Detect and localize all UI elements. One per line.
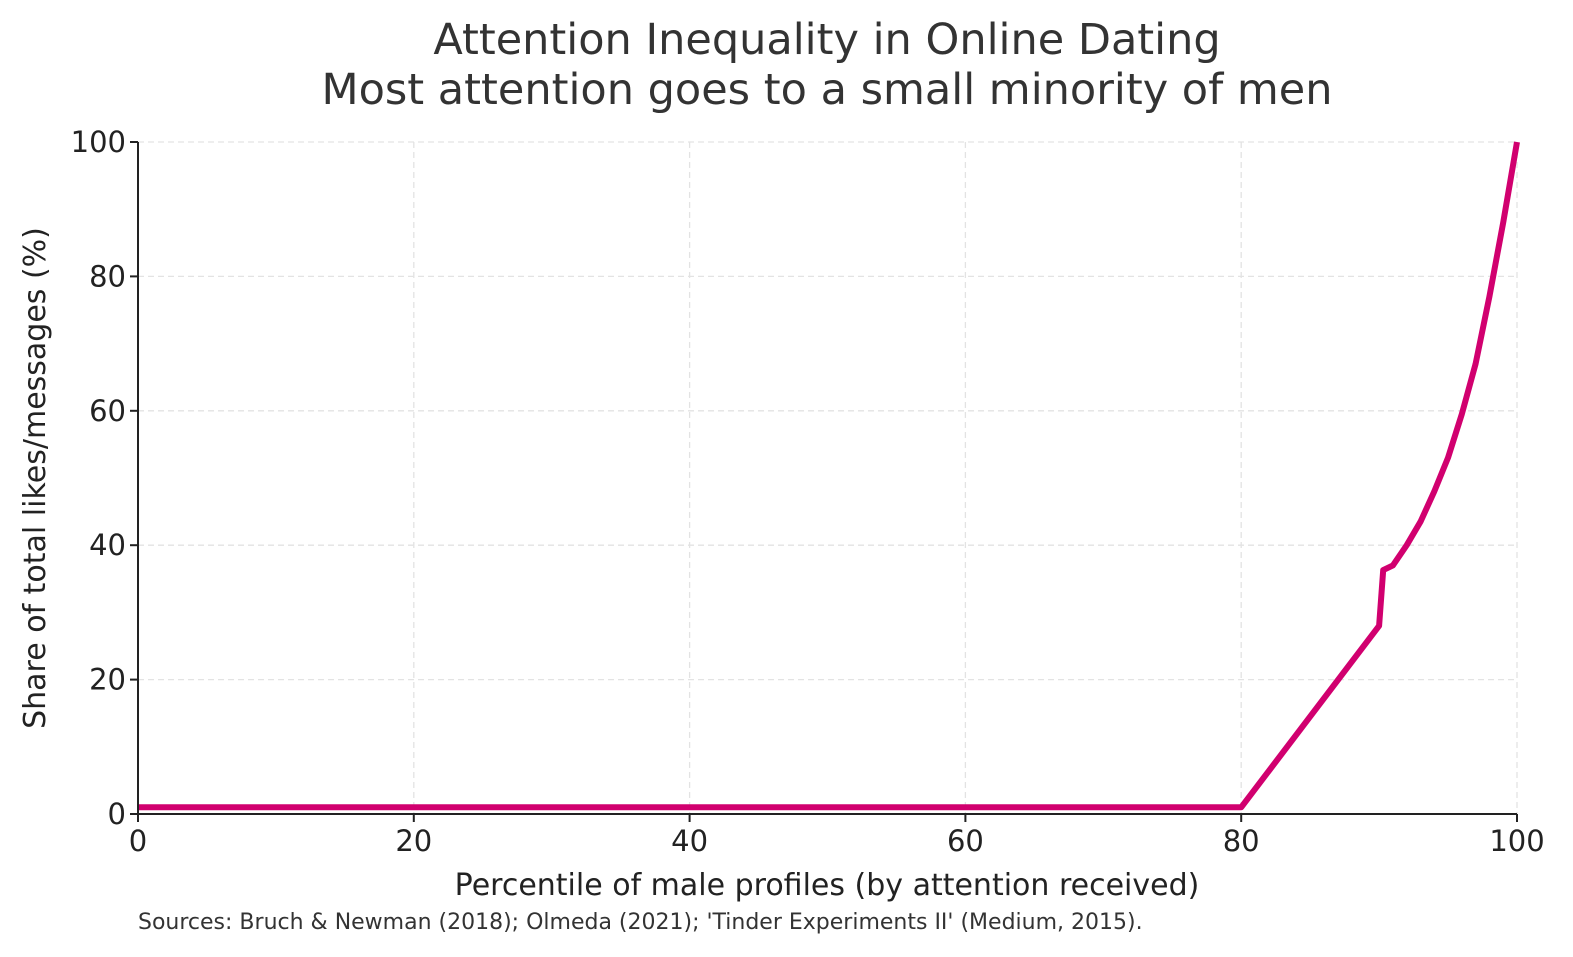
y-tick-label: 100 (71, 125, 126, 159)
y-tick-label: 40 (89, 528, 126, 562)
x-tick-label: 0 (129, 824, 147, 858)
chart-subtitle: Most attention goes to a small minority … (321, 65, 1332, 115)
x-tick-label: 40 (671, 824, 708, 858)
series-line (138, 141, 1520, 811)
y-tick-label: 80 (89, 259, 126, 293)
y-tick-label: 20 (89, 663, 126, 697)
y-tick-label: 0 (108, 797, 126, 831)
y-tick-label: 60 (89, 394, 126, 428)
source-note: Sources: Bruch & Newman (2018); Olmeda (… (138, 910, 1143, 935)
y-axis-label: Share of total likes/messages (%) (18, 227, 53, 729)
x-tick-label: 80 (1223, 824, 1260, 858)
x-tick-label: 20 (395, 824, 432, 858)
chart-title: Attention Inequality in Online Dating (433, 15, 1220, 65)
x-axis-label: Percentile of male profiles (by attentio… (455, 868, 1200, 903)
x-tick-label: 60 (947, 824, 984, 858)
ticks: 0 20 40 60 80 100 0 20 40 60 80 100 (71, 125, 1545, 858)
x-tick-label: 100 (1489, 824, 1544, 858)
